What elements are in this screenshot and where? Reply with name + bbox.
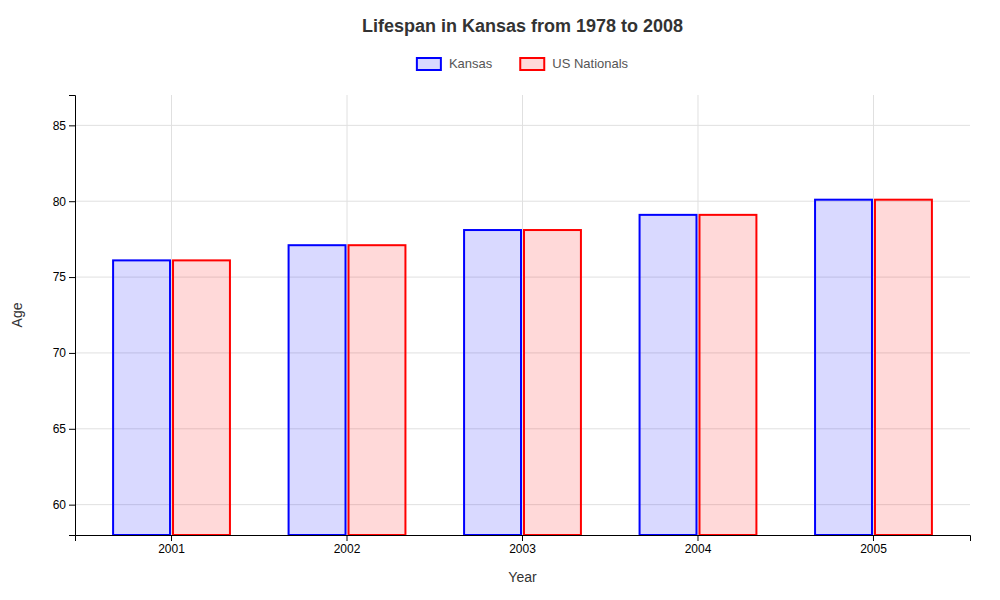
y-tick-mark	[69, 201, 75, 202]
x-axis-line	[76, 536, 971, 542]
legend-item: US Nationals	[520, 56, 628, 71]
y-tick: 75	[53, 270, 75, 284]
bar-series	[173, 200, 932, 535]
y-tick: 60	[53, 498, 75, 512]
y-axis-title: Age	[9, 302, 25, 327]
grid	[75, 95, 970, 535]
chart: 2001 2002 2003 2004 2005 60 65 70 75 80 85 Year Age L…	[0, 0, 1000, 600]
legend-item: Kansas	[417, 56, 493, 71]
x-tick-label: 2002	[334, 542, 361, 556]
bar-series	[113, 200, 872, 535]
y-tick-label: 85	[53, 119, 67, 133]
legend-swatch	[417, 58, 441, 70]
bar	[289, 245, 346, 535]
legend-label: US Nationals	[552, 56, 628, 71]
y-tick-label: 70	[53, 346, 67, 360]
x-tick-mark	[697, 535, 698, 541]
x-grid-line	[347, 95, 348, 535]
x-tick-label: 2005	[860, 542, 887, 556]
y-tick-mark	[69, 505, 75, 506]
y-tick-label: 60	[53, 498, 67, 512]
x-tick: 2001	[158, 535, 185, 556]
x-tick-label: 2004	[685, 542, 712, 556]
y-tick-mark	[69, 277, 75, 278]
y-tick: 65	[53, 422, 75, 436]
x-grid-line	[873, 95, 874, 535]
legend-label: Kansas	[449, 56, 493, 71]
bar	[349, 245, 406, 535]
bar	[464, 230, 521, 535]
x-tick: 2005	[860, 535, 887, 556]
y-tick-mark	[69, 429, 75, 430]
y-tick-label: 80	[53, 195, 67, 209]
y-axis: 60 65 70 75 80 85	[53, 96, 76, 536]
x-tick-mark	[171, 535, 172, 541]
bar	[815, 200, 872, 535]
title: Lifespan in Kansas from 1978 to 2008	[362, 16, 683, 36]
bar	[524, 230, 581, 535]
bar	[173, 260, 230, 535]
bar	[875, 200, 932, 535]
x-tick-label: 2001	[158, 542, 185, 556]
legend: Kansas US Nationals	[417, 56, 629, 71]
x-grid-line	[522, 95, 523, 535]
x-grid-line	[697, 95, 698, 535]
x-tick-mark	[873, 535, 874, 541]
bar	[113, 260, 170, 535]
y-tick: 70	[53, 346, 75, 360]
x-tick: 2004	[685, 535, 712, 556]
bar	[640, 215, 697, 535]
x-grid-line	[171, 95, 172, 535]
y-tick-mark	[69, 353, 75, 354]
x-tick: 2003	[509, 535, 536, 556]
plot: 2001 2002 2003 2004 2005 60 65 70 75 80 85	[53, 95, 971, 556]
y-axis-line	[69, 96, 76, 536]
x-axis-title: Year	[508, 569, 537, 585]
bar	[699, 215, 756, 535]
y-tick-label: 65	[53, 422, 67, 436]
bars	[113, 200, 932, 535]
x-tick: 2002	[334, 535, 361, 556]
y-tick-mark	[69, 125, 75, 126]
x-tick-mark	[347, 535, 348, 541]
y-tick: 85	[53, 119, 75, 133]
x-tick-mark	[522, 535, 523, 541]
x-tick-label: 2003	[509, 542, 536, 556]
legend-swatch	[520, 58, 544, 70]
y-tick: 80	[53, 195, 75, 209]
y-tick-label: 75	[53, 270, 67, 284]
x-axis: 2001 2002 2003 2004 2005	[76, 535, 971, 556]
